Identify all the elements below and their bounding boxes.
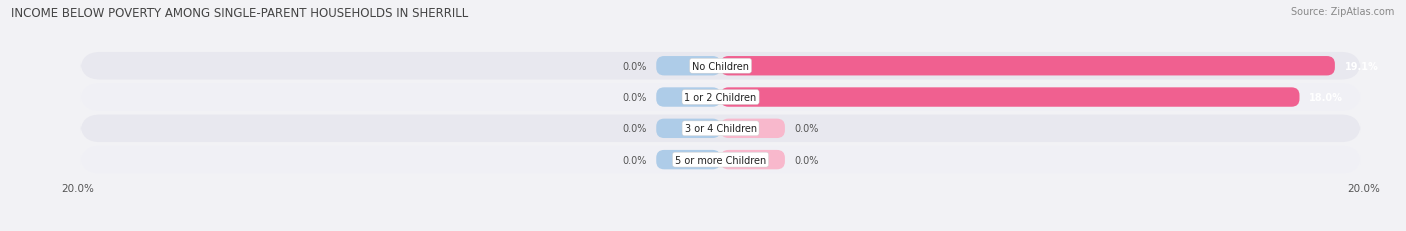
Text: 19.1%: 19.1%	[1344, 61, 1378, 71]
Text: Source: ZipAtlas.com: Source: ZipAtlas.com	[1291, 7, 1395, 17]
Text: 3 or 4 Children: 3 or 4 Children	[685, 124, 756, 134]
Text: 18.0%: 18.0%	[1309, 93, 1343, 103]
FancyBboxPatch shape	[657, 57, 721, 76]
FancyBboxPatch shape	[657, 150, 721, 170]
FancyBboxPatch shape	[721, 88, 1299, 107]
FancyBboxPatch shape	[80, 84, 1361, 111]
FancyBboxPatch shape	[721, 119, 785, 138]
Text: 0.0%: 0.0%	[794, 155, 818, 165]
FancyBboxPatch shape	[80, 53, 1361, 80]
FancyBboxPatch shape	[657, 119, 721, 138]
Text: INCOME BELOW POVERTY AMONG SINGLE-PARENT HOUSEHOLDS IN SHERRILL: INCOME BELOW POVERTY AMONG SINGLE-PARENT…	[11, 7, 468, 20]
FancyBboxPatch shape	[721, 57, 1334, 76]
Text: 5 or more Children: 5 or more Children	[675, 155, 766, 165]
FancyBboxPatch shape	[721, 150, 785, 170]
Text: 0.0%: 0.0%	[623, 124, 647, 134]
Text: 0.0%: 0.0%	[794, 124, 818, 134]
FancyBboxPatch shape	[80, 146, 1361, 174]
Text: No Children: No Children	[692, 61, 749, 71]
Text: 0.0%: 0.0%	[623, 93, 647, 103]
Text: 0.0%: 0.0%	[623, 155, 647, 165]
Text: 1 or 2 Children: 1 or 2 Children	[685, 93, 756, 103]
FancyBboxPatch shape	[80, 115, 1361, 143]
Text: 0.0%: 0.0%	[623, 61, 647, 71]
FancyBboxPatch shape	[657, 88, 721, 107]
